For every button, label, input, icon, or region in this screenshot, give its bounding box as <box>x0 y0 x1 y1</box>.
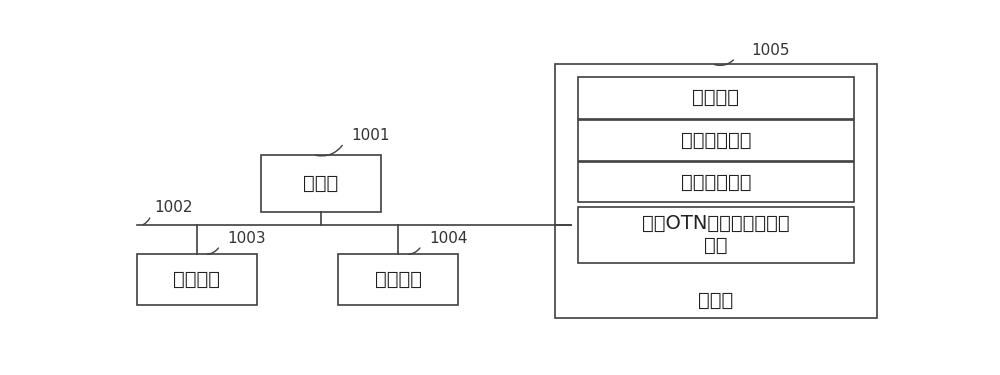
Text: 存储器: 存储器 <box>698 291 734 310</box>
Bar <box>578 162 854 202</box>
Text: 用户接口模块: 用户接口模块 <box>681 172 751 192</box>
Text: 网络接口: 网络接口 <box>375 270 422 289</box>
Text: 1005: 1005 <box>751 43 789 58</box>
Bar <box>261 155 381 213</box>
Bar <box>555 64 877 318</box>
Bar <box>578 77 854 118</box>
Text: 网络通信模块: 网络通信模块 <box>681 131 751 150</box>
Text: 1002: 1002 <box>154 200 193 215</box>
Bar <box>578 120 854 160</box>
Text: 用户接口: 用户接口 <box>173 270 220 289</box>
Bar <box>338 254 458 305</box>
Text: 处理器: 处理器 <box>303 174 338 193</box>
Text: 操作系统: 操作系统 <box>692 88 739 107</box>
Text: 1004: 1004 <box>429 231 468 246</box>
Text: 1003: 1003 <box>228 231 266 246</box>
Text: 1001: 1001 <box>352 128 390 143</box>
Text: 防止OTN光通道保护死锁
程序: 防止OTN光通道保护死锁 程序 <box>642 214 790 255</box>
Bar <box>137 254 257 305</box>
Bar <box>578 207 854 263</box>
